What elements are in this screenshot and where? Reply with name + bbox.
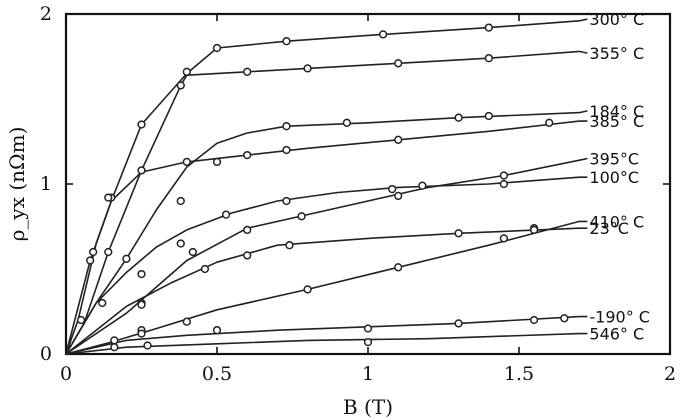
data-point-100-c: [221, 210, 231, 219]
data-point-100-c: [388, 184, 397, 194]
data-point-395-c: [297, 212, 306, 221]
data-point-190-c: [560, 314, 569, 323]
data-point-395-c: [394, 191, 403, 201]
data-point-355-c: [176, 81, 185, 90]
data-point-300-c: [484, 23, 493, 32]
series-label-395-c: 395°C: [589, 150, 639, 169]
data-point-23-c: [200, 264, 210, 274]
data-point-184-c: [122, 254, 131, 263]
series-label-385-c: 385° C: [589, 112, 644, 131]
data-point-385-c: [394, 135, 403, 144]
y-tick-label: 0: [40, 343, 52, 365]
data-point-385-c: [282, 145, 291, 155]
series-label-300-c: 300° C: [589, 10, 644, 29]
data-point-184-c: [484, 111, 493, 121]
series-line-385-c: [65, 120, 588, 355]
data-point-300-c: [212, 43, 222, 53]
data-point-100-c: [418, 181, 427, 190]
data-point-190-c: [212, 326, 222, 335]
series-label-410-c: 410° C: [589, 212, 644, 231]
data-point-385-c: [89, 247, 98, 257]
data-point-184-c: [342, 118, 352, 127]
x-tick-label: 2: [664, 363, 676, 385]
data-point-190-c: [137, 329, 146, 338]
data-point-355-c: [182, 67, 191, 76]
data-point-300-c: [282, 37, 291, 46]
data-point-190-c: [454, 319, 463, 328]
data-point-190-c: [363, 324, 373, 333]
data-point-23-c: [243, 251, 252, 260]
series-label-184-c: 184° C: [589, 102, 644, 121]
series-line-355-c: [65, 50, 588, 355]
data-point-23-c: [137, 300, 146, 309]
data-point-100-c: [282, 196, 291, 206]
data-point-184-c: [212, 157, 222, 167]
x-tick-label: 1.5: [504, 363, 534, 385]
data-point-385-c: [104, 193, 113, 202]
data-point-100-c: [176, 239, 185, 248]
data-point-355-c: [243, 67, 252, 76]
data-point-190-c: [529, 315, 539, 325]
data-point-410-c: [394, 263, 403, 272]
data-point-395-c: [188, 247, 197, 257]
series-label-190-c: -190° C: [589, 308, 650, 327]
series-line-184-c: [65, 110, 588, 355]
data-point-355-c: [104, 247, 113, 257]
series-label-546-c: 546° C: [589, 325, 644, 344]
data-point-546-c: [110, 343, 119, 352]
data-point-410-c: [303, 285, 312, 294]
series-line-190-c: [65, 315, 588, 355]
data-point-100-c: [137, 269, 146, 279]
data-point-184-c: [454, 113, 463, 122]
data-point-395-c: [243, 225, 252, 235]
data-point-355-c: [484, 54, 493, 63]
data-point-546-c: [363, 337, 373, 347]
series-line-546-c: [65, 332, 588, 355]
x-tick-label: 0: [60, 363, 72, 385]
x-tick-label: 1: [362, 363, 374, 385]
data-point-300-c: [137, 120, 146, 129]
data-point-184-c: [98, 298, 107, 308]
series-label-23-c: 23°C: [589, 219, 629, 238]
x-axis-label: B (T): [343, 395, 393, 419]
data-point-355-c: [394, 59, 403, 68]
data-point-385-c: [182, 157, 191, 167]
data-point-23-c: [454, 229, 463, 238]
data-point-23-c: [285, 241, 294, 250]
data-point-184-c: [176, 196, 185, 206]
y-axis-label: ρ_yx (nΩm): [5, 127, 29, 242]
data-point-395-c: [499, 171, 509, 180]
data-point-300-c: [378, 30, 388, 39]
data-point-100-c: [499, 179, 509, 189]
data-point-546-c: [143, 341, 152, 350]
data-point-410-c: [182, 317, 191, 326]
data-point-300-c: [86, 256, 95, 265]
series-label-355-c: 355° C: [589, 44, 644, 63]
data-point-385-c: [545, 118, 554, 127]
data-point-190-c: [110, 336, 119, 345]
y-tick-label: 2: [40, 3, 52, 25]
series-markers: [76, 23, 569, 352]
data-point-385-c: [243, 150, 252, 160]
series-label-100-c: 100°C: [589, 168, 639, 187]
y-tick-label: 1: [40, 173, 52, 195]
data-point-184-c: [282, 122, 291, 131]
x-tick-label: 0.5: [202, 363, 232, 385]
data-point-355-c: [137, 166, 146, 175]
series-line-395-c: [65, 157, 588, 355]
data-point-385-c: [76, 315, 86, 325]
data-point-355-c: [303, 64, 312, 73]
data-point-23-c: [529, 225, 539, 235]
data-point-410-c: [499, 234, 509, 243]
axis-ticks: 0 0.5 1 1.5 2 0 1 2: [40, 3, 676, 385]
